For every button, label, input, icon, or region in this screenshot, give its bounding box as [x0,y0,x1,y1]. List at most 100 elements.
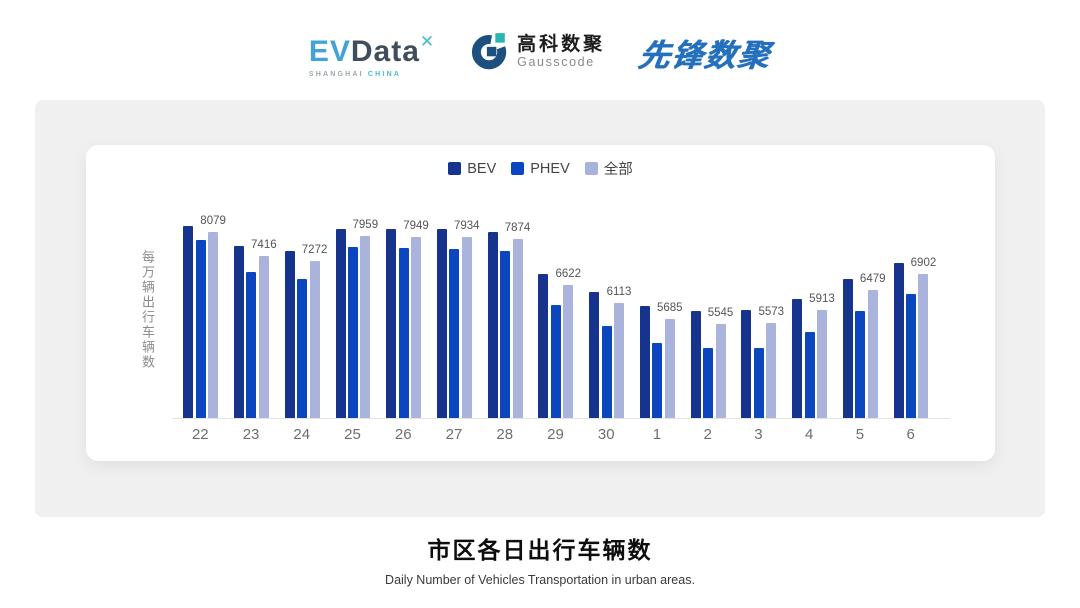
evdata-subtext: SHANGHAI CHINA [308,70,402,78]
bar-BEV-28[interactable] [487,232,498,418]
data-label-6: 6902 [910,257,937,270]
bar-BEV-2[interactable] [690,311,701,418]
bar-全部-5[interactable] [867,289,878,418]
bar-全部-2[interactable] [715,323,726,418]
bar-全部-3[interactable] [766,322,777,418]
bar-PHEV-29[interactable] [550,304,561,418]
bar-PHEV-22[interactable] [195,240,206,418]
data-label-29: 6622 [555,267,582,280]
data-label-22: 8079 [200,214,226,227]
legend-item-BEV[interactable]: BEV [448,161,496,177]
bar-BEV-24[interactable] [284,250,295,418]
legend-item-全部[interactable]: 全部 [584,158,633,179]
gausscode-text: 高科数聚 Gausscode [517,34,605,70]
bar-BEV-26[interactable] [386,229,397,418]
data-label-24: 7272 [301,244,328,257]
bar-PHEV-23[interactable] [246,271,257,418]
data-label-30: 6113 [606,286,632,299]
bar-全部-23[interactable] [258,255,269,418]
x-axis-line [172,418,950,419]
bar-PHEV-4[interactable] [804,332,815,418]
y-axis-label: 每万辆出行车辆数 [140,250,155,370]
bar-PHEV-6[interactable] [906,294,917,418]
footer: 市区各日出行车辆数 Daily Number of Vehicles Trans… [0,531,1080,587]
bar-PHEV-30[interactable] [601,325,612,418]
x-tick-22: 22 [191,426,209,443]
bar-全部-6[interactable] [918,274,929,418]
x-tick-24: 24 [293,426,311,443]
gausscode-c-mark-icon [469,30,509,75]
chart-legend: BEV PHEV 全部 [86,158,995,179]
bar-PHEV-25[interactable] [347,247,358,418]
x-tick-5: 5 [855,426,865,443]
bar-全部-27[interactable] [461,237,472,418]
chart-card: BEV PHEV 全部 每万辆出行车辆数 8079 22 7416 23 7272 24 795… [86,145,995,461]
bar-BEV-4[interactable] [792,299,803,418]
evdata-wordmark: EVData✕ [309,27,435,67]
bar-全部-1[interactable] [664,318,675,418]
bar-BEV-22[interactable] [183,225,194,418]
x-tick-2: 2 [703,426,712,443]
data-label-2: 5545 [707,306,734,319]
bar-PHEV-24[interactable] [297,279,308,418]
data-label-28: 7874 [504,222,531,235]
chart-title: 市区各日出行车辆数 [427,537,653,563]
bar-PHEV-3[interactable] [753,347,764,418]
bar-BEV-29[interactable] [538,274,549,418]
bar-BEV-5[interactable] [842,278,853,418]
bar-全部-29[interactable] [563,284,574,418]
bar-全部-22[interactable] [208,231,219,418]
x-tick-23: 23 [242,426,260,443]
x-tick-6: 6 [906,426,915,443]
data-label-27: 7934 [454,220,480,233]
data-label-26: 7949 [403,219,429,232]
bar-全部-30[interactable] [614,303,625,418]
x-tick-4: 4 [805,426,814,443]
bar-PHEV-27[interactable] [449,249,460,418]
pioneer-logo: 先锋数聚 [636,37,774,73]
bar-全部-28[interactable] [512,239,523,418]
evdata-ev-text: EV [308,34,351,68]
legend-label: BEV [467,160,497,177]
legend-swatch-BEV [448,162,462,175]
bar-BEV-25[interactable] [335,228,346,418]
evdata-data-text: Data [350,34,420,68]
legend-label: PHEV [530,160,570,177]
bar-PHEV-28[interactable] [500,250,511,418]
data-label-3: 5573 [758,305,785,318]
bar-全部-24[interactable] [309,261,320,418]
evdata-logo: EVData✕ SHANGHAI CHINA [309,27,435,78]
legend-item-PHEV[interactable]: PHEV [511,161,570,177]
bar-BEV-6[interactable] [893,263,904,418]
header-logos: EVData✕ SHANGHAI CHINA 高科数聚 Gausscode 先锋… [0,14,1080,90]
bar-BEV-3[interactable] [741,310,752,418]
gausscode-en: Gausscode [517,55,595,69]
chart-subtitle: Daily Number of Vehicles Transportation … [385,573,695,587]
bar-BEV-30[interactable] [589,291,600,418]
bar-全部-4[interactable] [816,310,827,418]
x-tick-26: 26 [394,426,412,443]
gausscode-cn: 高科数聚 [517,34,606,55]
bar-PHEV-1[interactable] [652,343,663,418]
x-tick-29: 29 [547,426,564,443]
bar-PHEV-2[interactable] [703,347,714,418]
evdata-star-icon: ✕ [419,31,436,51]
data-label-1: 5685 [656,301,683,314]
bar-BEV-1[interactable] [639,305,650,418]
x-tick-28: 28 [496,426,514,443]
legend-swatch-PHEV [511,162,525,175]
bar-BEV-27[interactable] [437,229,447,418]
bar-全部-25[interactable] [360,236,371,418]
x-tick-27: 27 [445,426,463,443]
x-tick-25: 25 [344,426,361,443]
bar-全部-26[interactable] [411,236,422,418]
bar-BEV-23[interactable] [234,245,245,418]
data-label-23: 7416 [251,238,277,251]
x-tick-1: 1 [652,426,662,443]
bar-PHEV-26[interactable] [398,247,409,418]
bar-chart: 每万辆出行车辆数 8079 22 7416 23 7272 24 7959 25 7949 26 7… [86,145,995,461]
legend-label: 全部 [603,162,633,178]
bar-PHEV-5[interactable] [855,310,866,418]
data-label-5: 6479 [859,272,886,285]
